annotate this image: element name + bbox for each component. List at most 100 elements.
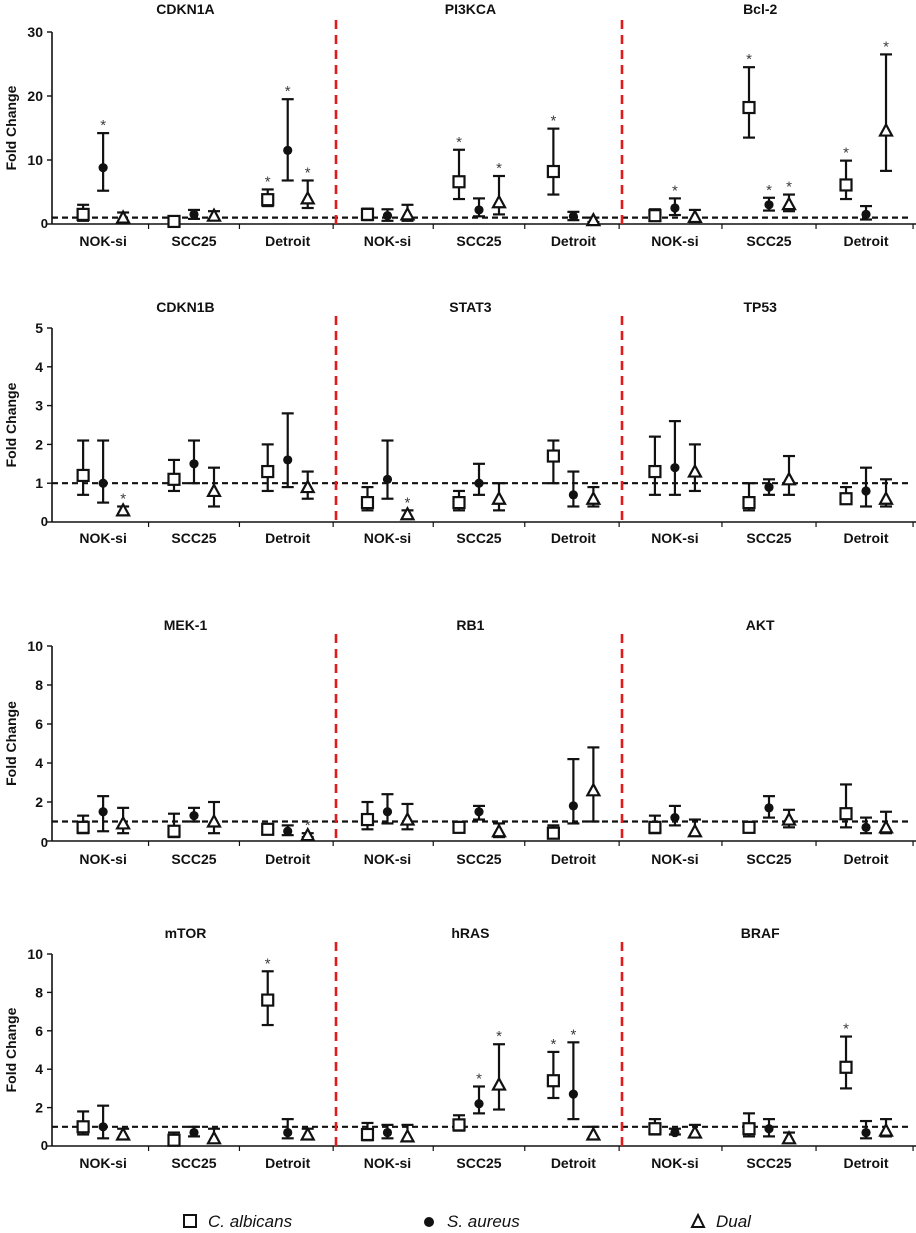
category-label: Detroit (843, 1155, 888, 1171)
marker-triangle (878, 122, 894, 137)
category-label: NOK-si (79, 233, 126, 249)
marker-circle (568, 211, 578, 221)
data-point-s-aureus (281, 1118, 294, 1140)
y-tick-label: 10 (27, 638, 43, 654)
panel-row-2: 2 4 6 8 10 Fold Change 0 MEK-1 NOK-si SCC25 Detroi… (3, 617, 916, 867)
marker-circle (568, 801, 578, 811)
panel-hras: hRAS NOK-si SCC25 Detroit * * * * (360, 925, 620, 1171)
marker-square (742, 100, 756, 115)
marker-circle (98, 807, 108, 817)
data-point-dual: * (299, 164, 316, 210)
data-point-c-albicans (546, 824, 560, 840)
marker-circle (474, 1099, 484, 1109)
marker-triangle (878, 490, 894, 505)
panel-title: CDKN1B (156, 299, 214, 315)
marker-triangle (585, 782, 602, 797)
data-point-dual: * (299, 817, 316, 842)
marker-square (839, 807, 853, 821)
data-point-c-albicans (452, 489, 466, 512)
marker-triangle (206, 482, 222, 498)
category-label: SCC25 (746, 851, 791, 867)
marker-square (167, 214, 181, 229)
marker-triangle (206, 207, 222, 222)
significance-asterisk: * (100, 117, 106, 134)
marker-triangle (206, 1130, 222, 1145)
data-point-s-aureus: * (473, 1070, 485, 1115)
y-tick-label: 10 (27, 946, 43, 962)
data-point-s-aureus (473, 462, 485, 496)
marker-square (742, 820, 756, 834)
panel-title: BRAF (741, 925, 780, 941)
marker-circle (283, 145, 293, 155)
data-point-dual (585, 746, 602, 823)
marker-square (452, 175, 466, 189)
data-point-c-albicans (360, 485, 375, 512)
data-point-s-aureus (567, 470, 580, 508)
y-axis-title: Fold Change (3, 85, 19, 170)
origin-label: 0 (41, 514, 48, 529)
marker-triangle (878, 819, 894, 834)
category-label: Detroit (265, 530, 310, 546)
marker-circle (670, 813, 680, 823)
data-point-dual (399, 203, 416, 222)
data-point-s-aureus (860, 816, 873, 835)
panel-row-3: 2 4 6 8 10 Fold Change 0 mTOR NOK-si SCC25 Detroit… (3, 925, 916, 1171)
data-point-dual (206, 800, 222, 835)
origin-label: 0 (41, 1138, 48, 1153)
marker-triangle (399, 505, 416, 521)
marker-triangle (781, 1130, 797, 1145)
data-point-s-aureus: * (281, 83, 294, 182)
significance-asterisk: * (570, 1026, 576, 1043)
significance-asterisk: * (843, 1021, 849, 1038)
data-point-s-aureus (668, 804, 681, 827)
legend-item-c-albicans: C. albicans (183, 1212, 293, 1232)
category-label: SCC25 (746, 1155, 791, 1171)
data-point-dual (585, 211, 602, 227)
legend-label-s-aureus: S. aureus (447, 1212, 520, 1231)
marker-square (839, 492, 853, 506)
data-point-c-albicans: * (452, 134, 466, 201)
marker-triangle (687, 1124, 703, 1139)
data-point-s-aureus (567, 210, 580, 222)
filled-circle-icon (424, 1217, 434, 1227)
marker-triangle (299, 1126, 316, 1141)
panel-title: AKT (746, 617, 775, 633)
data-point-c-albicans (167, 214, 181, 229)
data-point-s-aureus (668, 1127, 681, 1138)
data-point-c-albicans (76, 203, 90, 222)
data-point-dual (687, 208, 703, 224)
category-label: NOK-si (79, 851, 126, 867)
legend-item-s-aureus: S. aureus (424, 1212, 520, 1232)
legend-label-c-albicans: C. albicans (208, 1212, 293, 1231)
marker-square (452, 820, 466, 834)
data-point-s-aureus (188, 1125, 200, 1138)
significance-asterisk: * (786, 179, 792, 196)
marker-circle (568, 1089, 578, 1099)
data-point-c-albicans (648, 208, 662, 223)
marker-triangle (781, 195, 797, 211)
y-tick-label: 2 (35, 436, 43, 452)
category-label: Detroit (265, 233, 310, 249)
data-point-c-albicans (360, 207, 375, 222)
data-point-dual: * (399, 494, 416, 521)
marker-triangle (299, 826, 316, 842)
data-point-s-aureus (860, 466, 873, 508)
y-tick-label: 2 (35, 1100, 43, 1116)
significance-asterisk: * (305, 164, 311, 181)
data-point-dual (585, 1125, 602, 1141)
marker-triangle (299, 478, 316, 494)
marker-square (546, 164, 560, 179)
significance-asterisk: * (672, 182, 678, 199)
significance-asterisk: * (766, 182, 772, 199)
data-point-dual (781, 808, 797, 829)
category-label: Detroit (843, 530, 888, 546)
data-point-dual (299, 470, 316, 500)
significance-asterisk: * (496, 1028, 502, 1045)
y-tick-label: 4 (35, 1061, 43, 1077)
significance-asterisk: * (550, 1036, 556, 1053)
category-label: SCC25 (171, 530, 216, 546)
marker-square (648, 209, 662, 223)
data-point-c-albicans (648, 814, 662, 835)
category-label: Detroit (551, 851, 596, 867)
marker-circle (283, 455, 293, 465)
